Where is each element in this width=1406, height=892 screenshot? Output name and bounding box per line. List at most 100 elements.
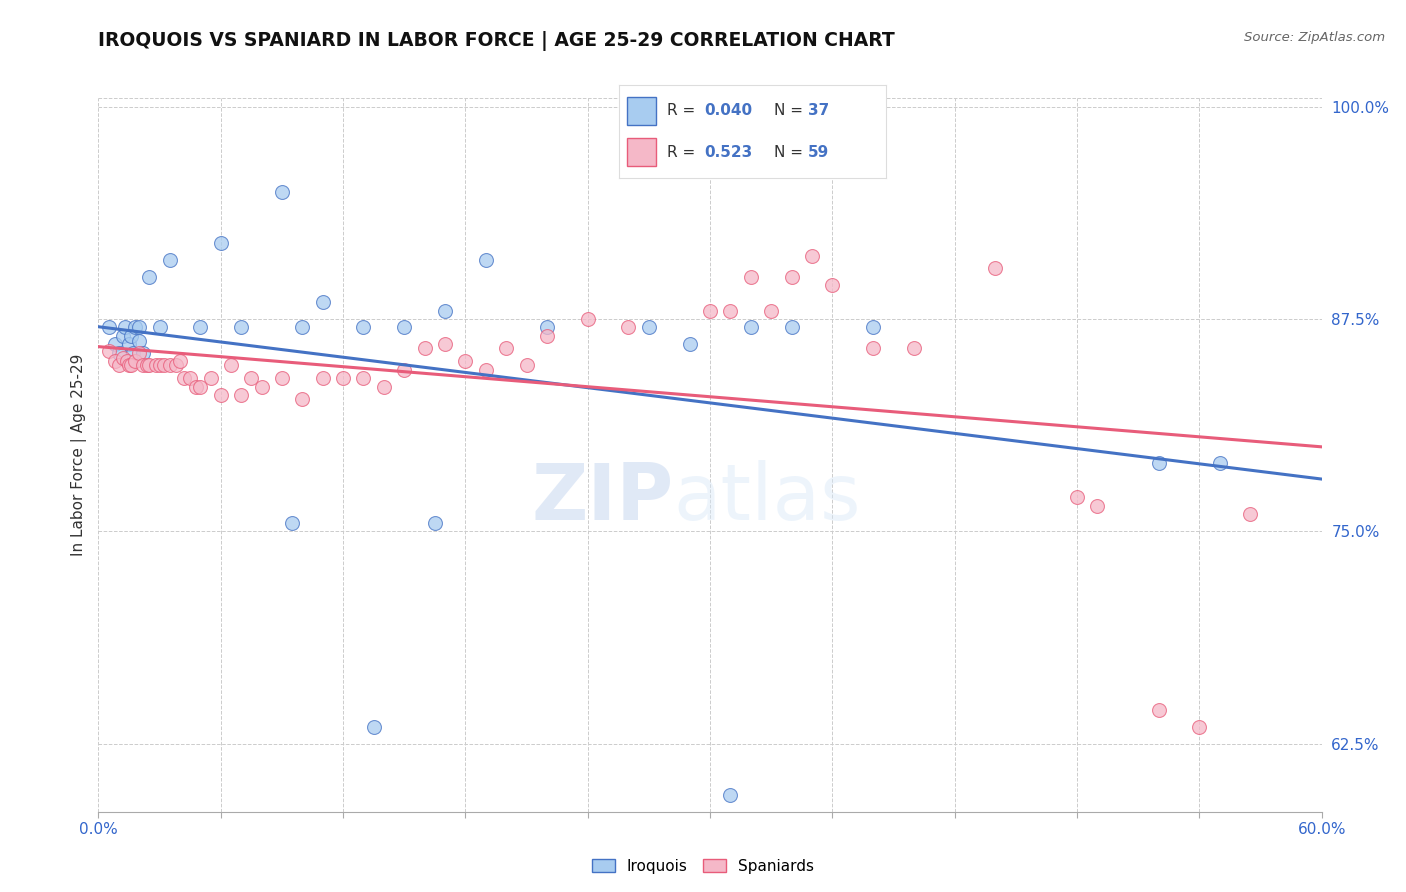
Point	[104, 337, 127, 351]
Point	[169, 354, 191, 368]
Point	[291, 320, 314, 334]
Point	[352, 371, 374, 385]
Point	[352, 320, 374, 334]
Point	[495, 341, 517, 355]
Point	[231, 388, 253, 402]
Text: Source: ZipAtlas.com: Source: ZipAtlas.com	[1244, 31, 1385, 45]
Point	[120, 358, 142, 372]
Point	[104, 354, 127, 368]
Point	[536, 329, 558, 343]
Point	[145, 358, 167, 372]
Point	[136, 358, 159, 372]
Text: IROQUOIS VS SPANIARD IN LABOR FORCE | AGE 25-29 CORRELATION CHART: IROQUOIS VS SPANIARD IN LABOR FORCE | AG…	[98, 31, 896, 51]
Point	[576, 312, 599, 326]
Point	[97, 344, 120, 359]
Point	[984, 260, 1007, 275]
Point	[122, 346, 145, 360]
Point	[740, 320, 762, 334]
Point	[699, 303, 721, 318]
Point	[780, 320, 803, 334]
Point	[281, 516, 304, 530]
Point	[124, 320, 146, 334]
Point	[188, 320, 212, 334]
FancyBboxPatch shape	[627, 97, 657, 125]
Point	[454, 354, 477, 368]
Text: 0.040: 0.040	[704, 103, 752, 119]
Point	[780, 269, 803, 284]
Point	[149, 320, 172, 334]
Text: 37: 37	[808, 103, 830, 119]
Point	[801, 249, 824, 263]
Point	[231, 320, 253, 334]
Y-axis label: In Labor Force | Age 25-29: In Labor Force | Age 25-29	[72, 354, 87, 556]
Point	[516, 358, 538, 372]
Point	[1147, 457, 1170, 471]
Text: N =: N =	[773, 103, 807, 119]
Text: R =: R =	[666, 103, 700, 119]
Point	[1209, 457, 1232, 471]
Point	[434, 303, 457, 318]
Point	[474, 363, 498, 377]
Point	[120, 329, 142, 343]
Point	[114, 320, 136, 334]
Point	[413, 341, 436, 355]
Point	[679, 337, 702, 351]
Point	[97, 320, 120, 334]
Text: ZIP: ZIP	[531, 459, 673, 536]
Point	[209, 388, 232, 402]
Point	[149, 358, 172, 372]
Point	[1147, 703, 1170, 717]
Point	[270, 185, 294, 199]
Point	[423, 516, 446, 530]
Point	[115, 354, 138, 368]
Point	[1085, 499, 1108, 513]
Point	[903, 341, 925, 355]
Text: 59: 59	[808, 145, 830, 160]
Point	[165, 358, 187, 372]
Point	[128, 346, 150, 360]
FancyBboxPatch shape	[627, 138, 657, 166]
Point	[392, 363, 416, 377]
Point	[617, 320, 640, 334]
Point	[159, 252, 181, 267]
Text: N =: N =	[773, 145, 807, 160]
Point	[159, 358, 181, 372]
Point	[240, 371, 263, 385]
Point	[173, 371, 195, 385]
Point	[536, 320, 558, 334]
Point	[474, 252, 498, 267]
Point	[186, 380, 208, 394]
Point	[111, 329, 134, 343]
Point	[821, 278, 844, 293]
Point	[638, 320, 661, 334]
Point	[312, 295, 335, 310]
Point	[209, 235, 232, 250]
Point	[373, 380, 395, 394]
Point	[118, 358, 141, 372]
Point	[862, 341, 884, 355]
Point	[332, 371, 354, 385]
Point	[1188, 720, 1211, 734]
Point	[219, 358, 242, 372]
Point	[200, 371, 222, 385]
Point	[188, 380, 212, 394]
Point	[152, 358, 174, 372]
Point	[128, 320, 150, 334]
Point	[720, 303, 742, 318]
Text: R =: R =	[666, 145, 700, 160]
Point	[179, 371, 201, 385]
Point	[124, 354, 146, 368]
Point	[291, 392, 314, 406]
Point	[108, 358, 131, 372]
Point	[740, 269, 762, 284]
Point	[434, 337, 457, 351]
Point	[312, 371, 335, 385]
Point	[392, 320, 416, 334]
Point	[138, 358, 160, 372]
Text: 0.523: 0.523	[704, 145, 752, 160]
Point	[1066, 491, 1088, 505]
Point	[128, 334, 150, 348]
Legend: Iroquois, Spaniards: Iroquois, Spaniards	[586, 853, 820, 880]
Point	[250, 380, 273, 394]
Point	[270, 371, 294, 385]
